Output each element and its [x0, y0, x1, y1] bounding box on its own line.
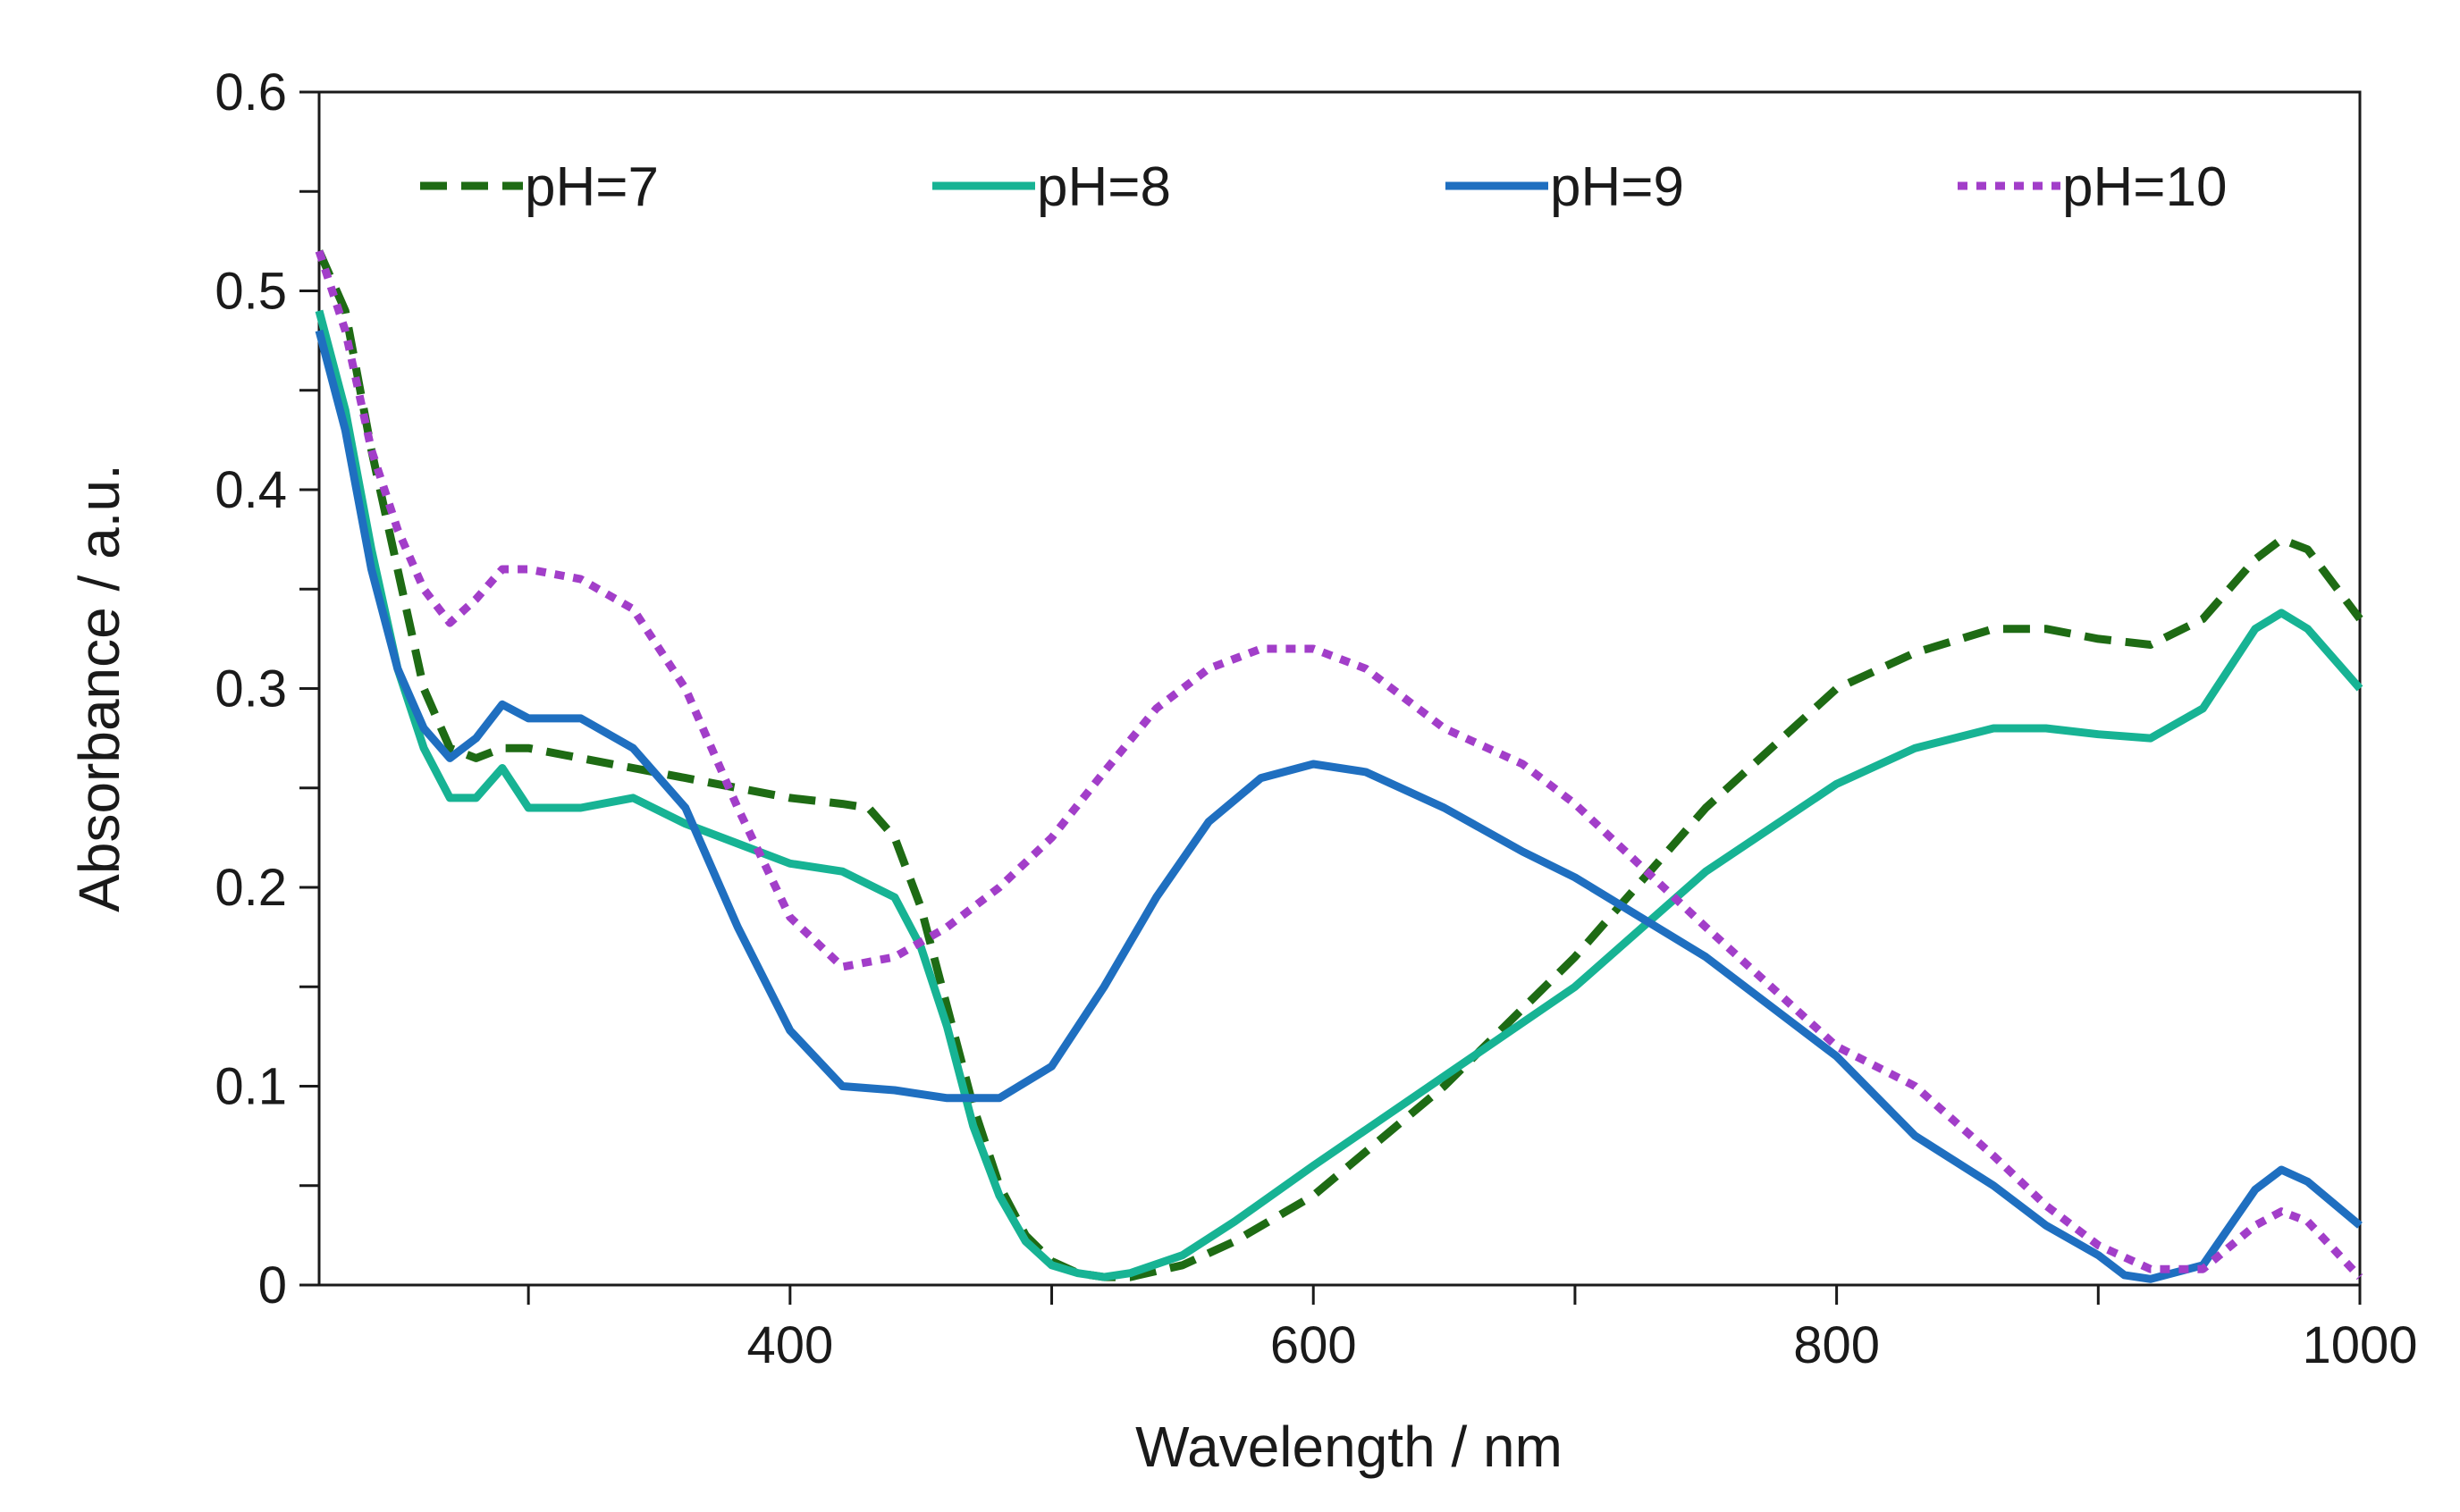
y-tick-label: 0.1 [215, 1058, 287, 1116]
legend-label: pH=9 [1550, 156, 1684, 218]
y-tick-label: 0.2 [215, 859, 287, 917]
series-layer [315, 249, 2363, 1283]
plot-frame [317, 90, 2362, 1287]
y-tick-label: 0.4 [215, 461, 287, 519]
x-tick-label: 600 [1270, 1316, 1357, 1374]
x-tick-label: 1000 [2302, 1316, 2417, 1374]
y-tick-label: 0.6 [215, 63, 287, 122]
x-axis-title: Wavelength / nm [1135, 1415, 1563, 1479]
x-axis-ticks: 400 600 800 1000 [527, 1285, 2418, 1374]
series-line-pH=9 [315, 329, 2363, 1283]
y-axis-ticks: 0 0.1 0.2 0.3 0.4 0.5 0.6 [215, 63, 319, 1315]
x-tick-label: 800 [1793, 1316, 1880, 1374]
y-tick-label: 0.3 [215, 660, 287, 718]
x-tick-label: 400 [746, 1316, 833, 1374]
legend-label: pH=8 [1037, 156, 1171, 218]
series-line-pH=8 [315, 309, 2363, 1281]
y-tick-label: 0.5 [215, 263, 287, 321]
legend-label: pH=10 [2062, 156, 2227, 218]
legend-label: pH=7 [525, 156, 659, 218]
y-tick-label: 0 [258, 1256, 287, 1315]
series-line-pH=10 [315, 249, 2363, 1281]
y-axis-title: Absorbance / a.u. [67, 464, 131, 912]
legend: pH=7 pH=8 pH=9 pH=10 [420, 156, 2227, 218]
